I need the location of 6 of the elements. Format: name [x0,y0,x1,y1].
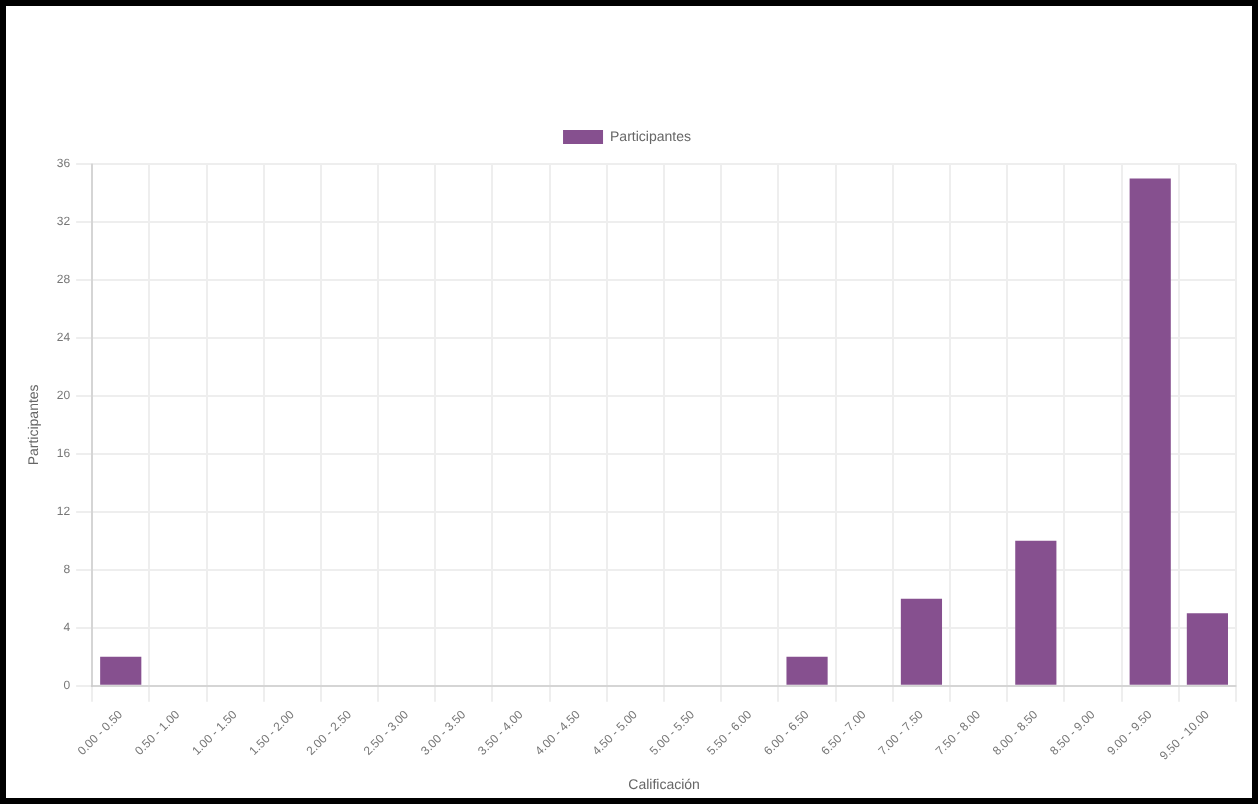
bar [100,656,142,685]
bar [1015,540,1057,685]
bar [1186,613,1228,685]
bar [1129,178,1171,685]
bar [900,598,943,685]
bar [786,656,828,685]
